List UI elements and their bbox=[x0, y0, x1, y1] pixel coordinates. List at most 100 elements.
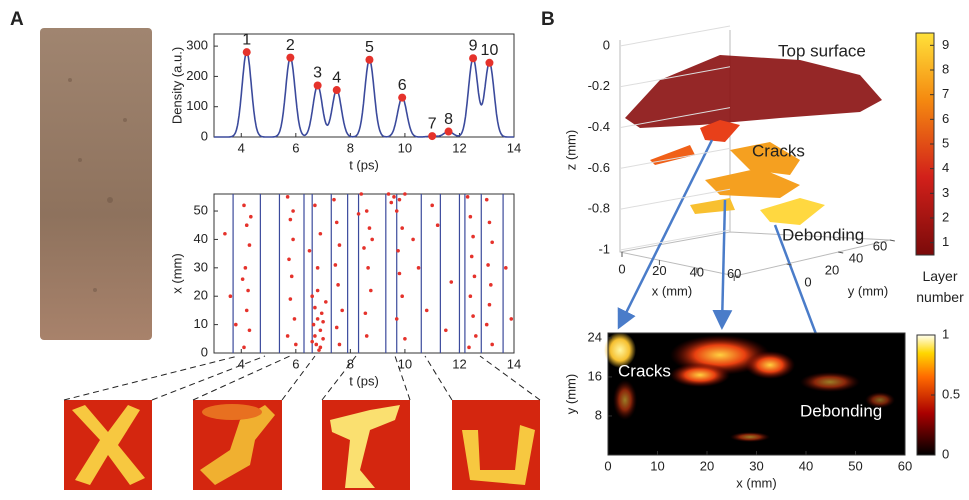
point bbox=[315, 317, 320, 321]
z-tick-label: -0.6 bbox=[588, 160, 610, 175]
point bbox=[313, 203, 317, 208]
point-clouds bbox=[625, 55, 882, 225]
colorbar-tick-label: 0.5 bbox=[942, 386, 960, 401]
point bbox=[467, 345, 471, 350]
x-axis-label: x (mm) bbox=[736, 475, 776, 490]
z-tick-label: -1 bbox=[598, 241, 610, 256]
point bbox=[310, 339, 314, 344]
point bbox=[321, 337, 325, 341]
point bbox=[411, 237, 415, 242]
photo-texture bbox=[68, 78, 127, 292]
point bbox=[285, 195, 290, 199]
point bbox=[318, 345, 323, 350]
x-tick-label: 8 bbox=[347, 140, 354, 155]
peak-label: 5 bbox=[365, 39, 374, 56]
point bbox=[240, 277, 245, 281]
point bbox=[249, 214, 253, 219]
point bbox=[234, 322, 238, 327]
point bbox=[416, 266, 421, 270]
y-axis-label: y (mm) bbox=[563, 374, 578, 414]
point bbox=[468, 214, 473, 219]
x-tick-label: 60 bbox=[727, 266, 741, 281]
x-tick-label: 20 bbox=[652, 263, 666, 278]
point bbox=[318, 231, 323, 236]
z-tick-label: -0.2 bbox=[588, 78, 610, 93]
x-tick-label: 10 bbox=[650, 458, 664, 473]
point bbox=[318, 328, 323, 333]
peak-marker bbox=[444, 127, 453, 136]
point bbox=[363, 311, 368, 316]
annotation: Debonding bbox=[782, 225, 864, 244]
x-tick-label: 12 bbox=[452, 140, 466, 155]
point bbox=[504, 266, 508, 270]
peak-marker bbox=[428, 132, 437, 141]
point bbox=[366, 266, 370, 270]
z-tick-label: -0.8 bbox=[588, 201, 610, 216]
point bbox=[449, 280, 454, 284]
point bbox=[313, 305, 317, 310]
peak-marker bbox=[332, 86, 341, 95]
axes-box bbox=[213, 193, 515, 354]
point bbox=[403, 337, 407, 341]
peak-marker bbox=[313, 81, 322, 90]
grid-line bbox=[619, 229, 731, 251]
point bbox=[400, 294, 404, 299]
y-tick-label: 20 bbox=[825, 262, 839, 277]
annotation: Debonding bbox=[800, 401, 882, 420]
peak-marker bbox=[242, 48, 251, 57]
colorbar-tick-label: 5 bbox=[942, 135, 949, 150]
sample-photo bbox=[40, 28, 152, 340]
point bbox=[247, 328, 252, 333]
y-tick-label: 40 bbox=[849, 250, 863, 265]
peak-label: 9 bbox=[469, 37, 478, 54]
annotation: Cracks bbox=[752, 141, 805, 160]
y-tick bbox=[889, 239, 895, 242]
peak-label: 7 bbox=[428, 115, 437, 132]
x-tick-label: 40 bbox=[799, 458, 813, 473]
point bbox=[424, 308, 429, 313]
point bbox=[430, 203, 434, 208]
y-tick-label: 24 bbox=[588, 329, 602, 344]
point bbox=[288, 297, 293, 301]
grid-line bbox=[619, 107, 731, 129]
point bbox=[223, 231, 227, 236]
y-axis-label: x (mm) bbox=[169, 253, 184, 293]
y-tick bbox=[734, 275, 741, 278]
grid-line bbox=[619, 25, 731, 47]
y-tick-label: 40 bbox=[194, 231, 208, 246]
point bbox=[334, 220, 339, 225]
point bbox=[435, 223, 440, 228]
point bbox=[333, 263, 338, 267]
annotation: Cracks bbox=[618, 361, 671, 380]
point bbox=[403, 192, 407, 196]
x-tick-label: 20 bbox=[700, 458, 714, 473]
point bbox=[487, 220, 492, 225]
y-axis-label: Density (a.u.) bbox=[169, 47, 184, 124]
x-tick-label: 10 bbox=[398, 140, 412, 155]
point bbox=[247, 243, 252, 247]
arrows bbox=[617, 139, 827, 355]
point bbox=[489, 283, 493, 287]
grid-line bbox=[619, 188, 731, 210]
y-tick-label: 100 bbox=[186, 98, 208, 113]
point bbox=[487, 302, 492, 307]
x-tick-label: 14 bbox=[507, 356, 521, 371]
point bbox=[394, 209, 399, 213]
y-tick-label: 8 bbox=[595, 407, 602, 422]
point bbox=[468, 294, 473, 299]
x-tick-label: 4 bbox=[238, 140, 245, 155]
point bbox=[370, 237, 374, 242]
point bbox=[244, 308, 249, 313]
y-tick-label: 0 bbox=[804, 274, 811, 289]
peak-label: 10 bbox=[481, 42, 499, 59]
grid-line bbox=[619, 66, 731, 88]
colorbar-tick-label: 3 bbox=[942, 185, 949, 200]
x-tick-label: 8 bbox=[347, 356, 354, 371]
point bbox=[317, 348, 321, 352]
annotation: Top surface bbox=[778, 41, 866, 60]
colorbar-tick-label: 6 bbox=[942, 111, 949, 126]
point bbox=[334, 325, 339, 330]
y-tick-label: 300 bbox=[186, 38, 208, 53]
